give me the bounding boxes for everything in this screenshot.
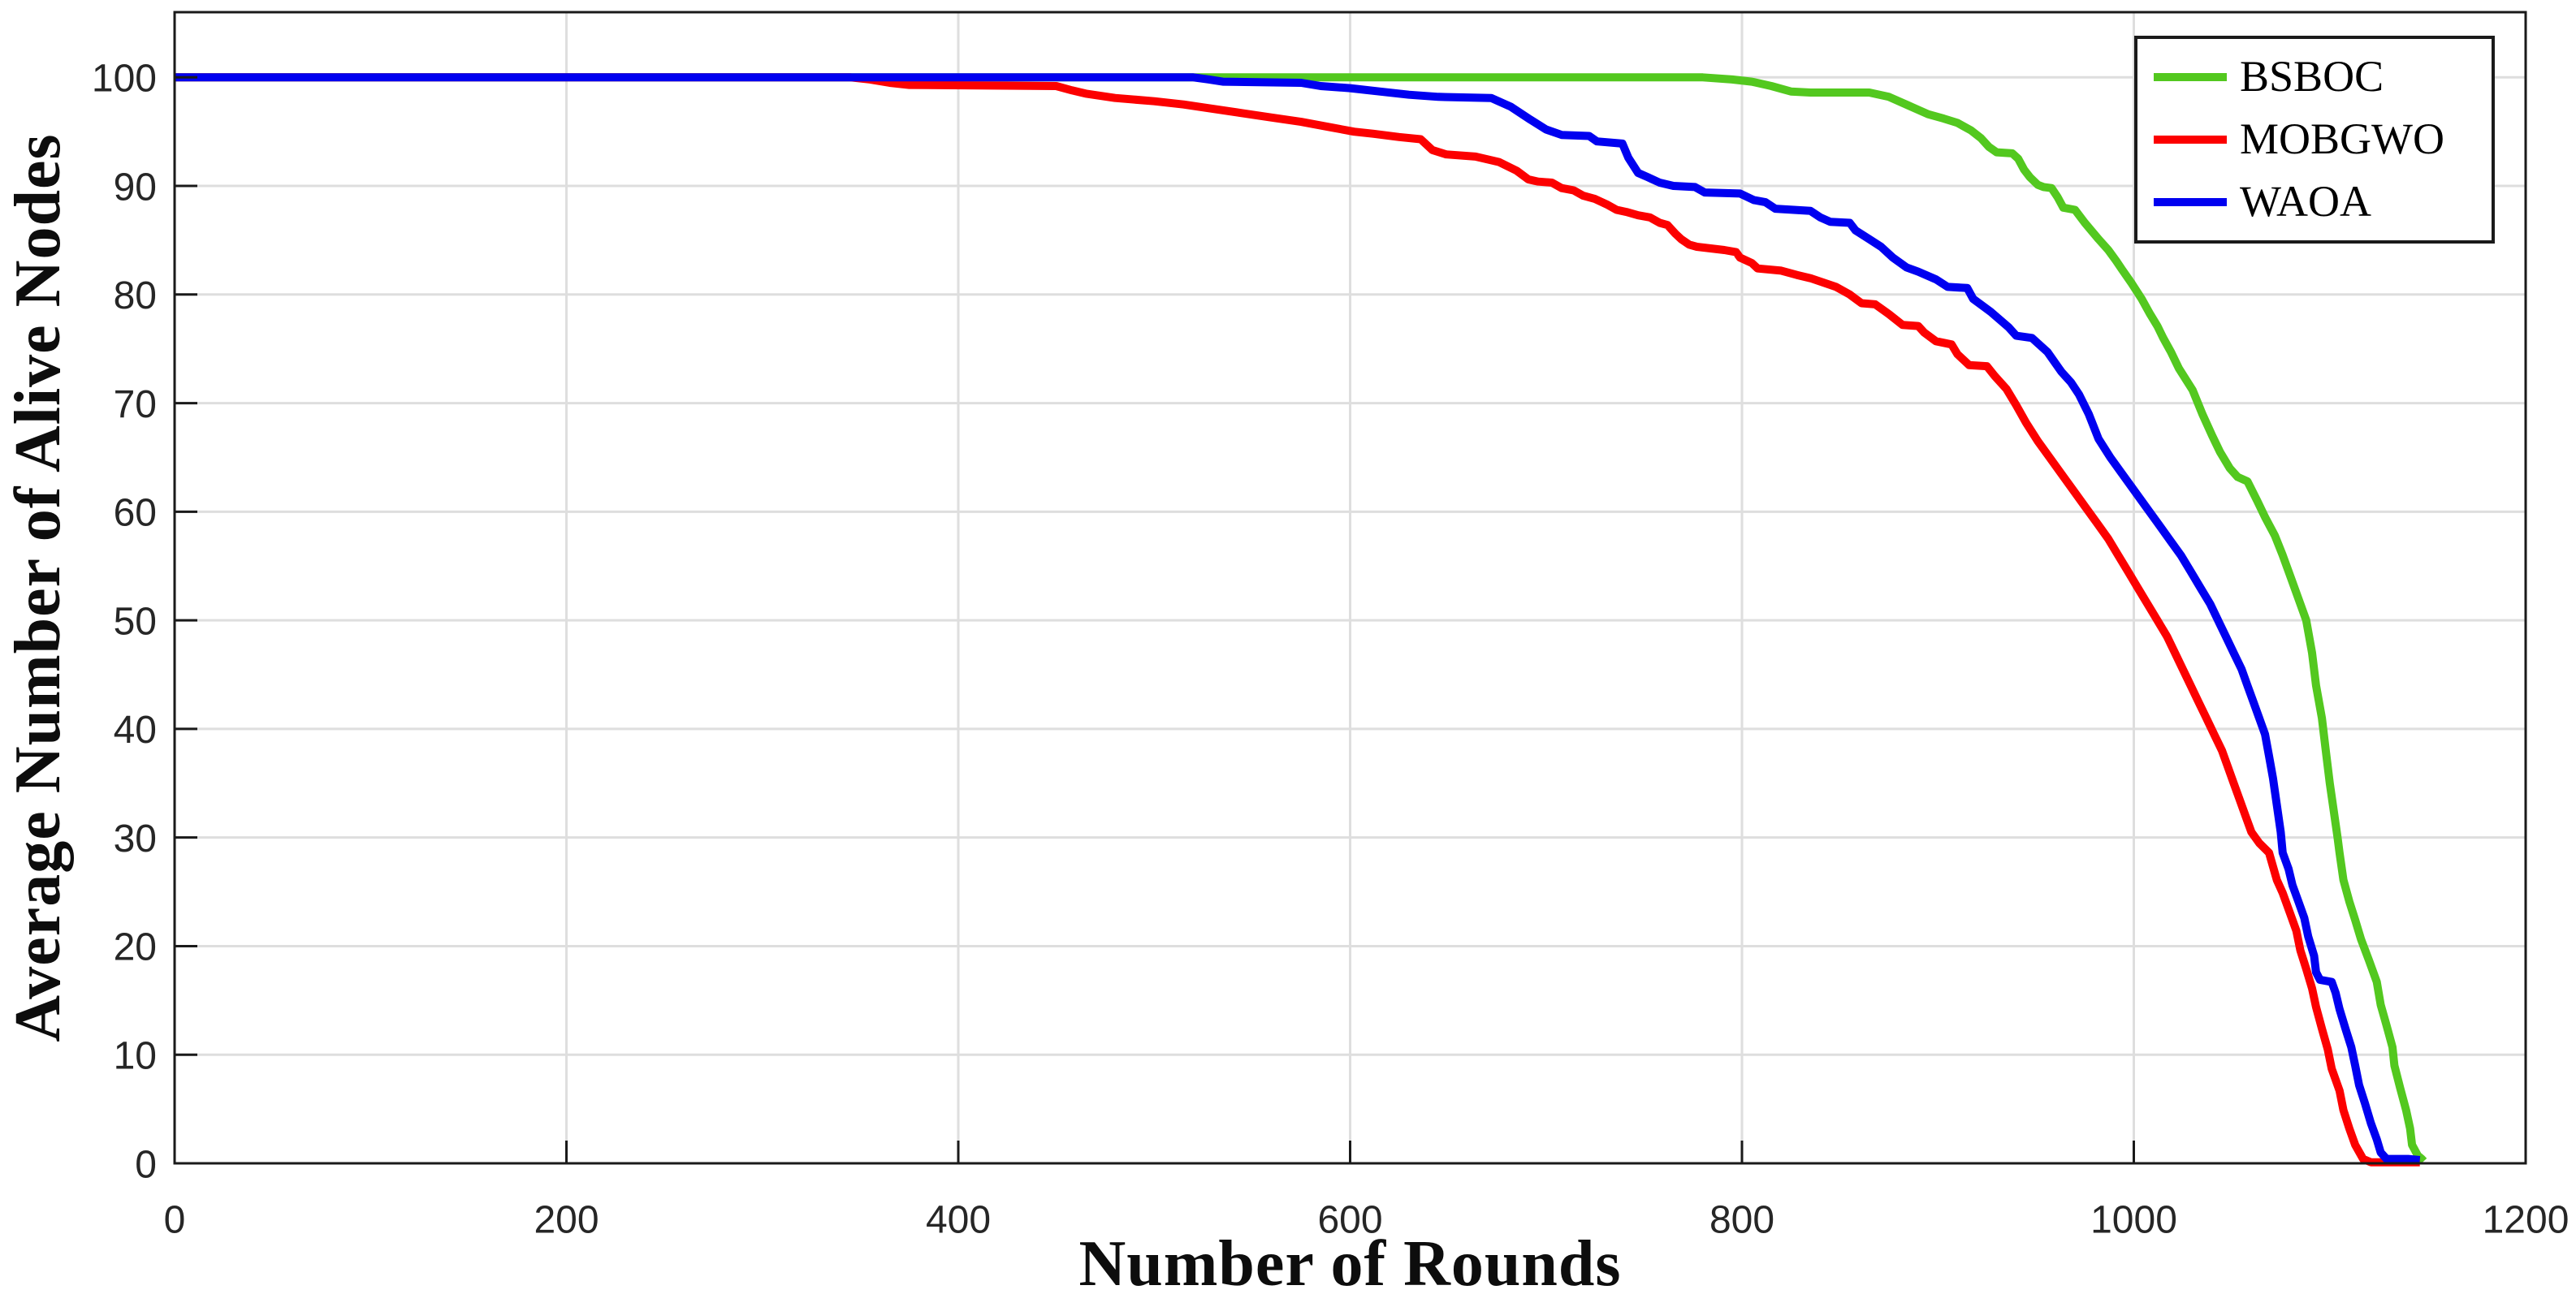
- series-line-MOBGWO: [175, 73, 2420, 1167]
- y-tick-label-100: 100: [92, 58, 157, 101]
- legend-label-WAOA: WAOA: [2240, 177, 2371, 226]
- axis-ticks: [173, 75, 2527, 1165]
- y-tick-label-0: 0: [135, 1143, 157, 1186]
- legend-item-WAOA: WAOA: [2154, 177, 2492, 226]
- x-tick-label-0: 0: [164, 1199, 186, 1242]
- y-tick-label-60: 60: [114, 492, 157, 535]
- x-axis-title: Number of Rounds: [1078, 1228, 1622, 1300]
- gridlines: [175, 12, 2527, 1163]
- x-tick-label-200: 200: [534, 1199, 599, 1242]
- y-tick-label-70: 70: [114, 383, 157, 426]
- legend-swatch-WAOA: [2154, 197, 2227, 206]
- legend-item-BSBOC: BSBOC: [2154, 53, 2492, 101]
- legend-swatch-BSBOC: [2154, 73, 2227, 82]
- legend-item-MOBGWO: MOBGWO: [2154, 114, 2492, 164]
- x-tick-label-400: 400: [926, 1199, 991, 1242]
- legend-label-MOBGWO: MOBGWO: [2240, 114, 2444, 164]
- tick-labels: 0 200 400 600 800 1000 1200 0 10 20 30 40 50 60 70 80 90…: [92, 58, 2569, 1242]
- x-tick-label-800: 800: [1709, 1199, 1774, 1242]
- y-axis-title: Average Number of Alive Nodes: [2, 133, 74, 1042]
- y-tick-label-30: 30: [114, 817, 157, 861]
- x-tick-label-1000: 1000: [2090, 1199, 2177, 1242]
- x-tick-label-600: 600: [1317, 1199, 1382, 1242]
- series-line-BSBOC: [175, 73, 2427, 1164]
- y-tick-label-20: 20: [114, 926, 157, 969]
- legend-swatch-MOBGWO: [2154, 135, 2227, 144]
- y-tick-label-90: 90: [114, 166, 157, 209]
- series-lines: [175, 73, 2427, 1167]
- legend: BSBOC MOBGWO WAOA: [2134, 36, 2495, 244]
- series-line-WAOA: [175, 73, 2421, 1164]
- y-tick-label-80: 80: [114, 274, 157, 317]
- y-tick-label-10: 10: [114, 1035, 157, 1078]
- legend-label-BSBOC: BSBOC: [2240, 52, 2384, 101]
- y-tick-label-40: 40: [114, 709, 157, 752]
- y-tick-label-50: 50: [114, 600, 157, 643]
- x-tick-label-1200: 1200: [2483, 1199, 2570, 1242]
